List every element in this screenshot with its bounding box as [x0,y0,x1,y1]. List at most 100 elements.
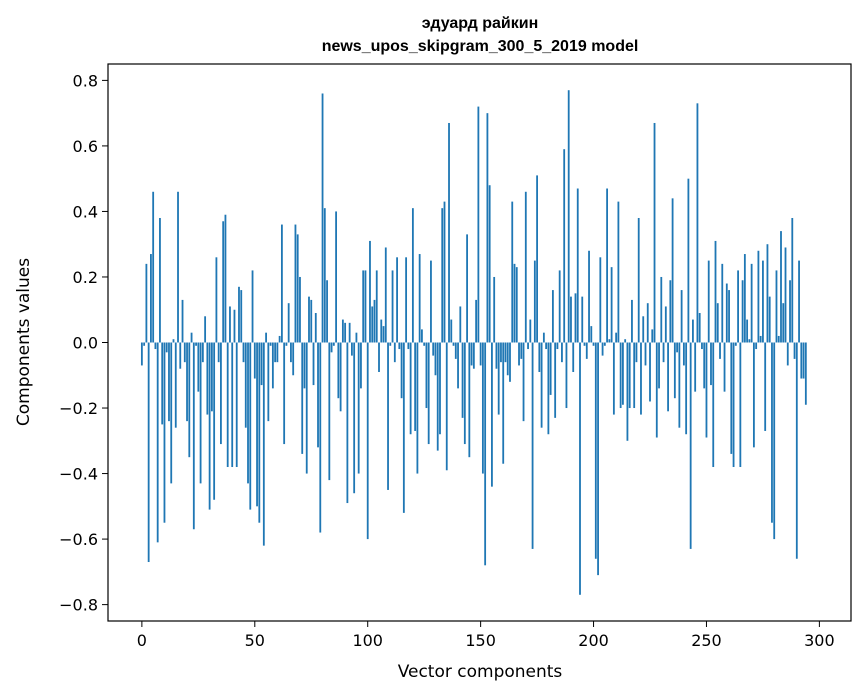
bar [188,342,191,458]
bar [687,178,690,343]
bar [348,322,351,343]
bar [398,342,401,350]
bar [274,342,277,363]
x-tick-label: 150 [465,631,496,650]
bar [775,270,778,343]
bar [579,342,581,595]
bar [463,342,466,445]
bar [305,342,308,474]
bar [346,342,349,504]
bar [800,342,803,379]
bar [601,342,604,356]
bar [802,342,805,379]
bar [470,342,473,366]
bar [161,342,164,425]
bar [443,201,446,343]
bar [411,208,414,343]
bar [696,103,699,343]
bar [556,342,559,350]
bar [594,342,597,559]
bar [430,260,432,343]
bar [247,342,249,484]
bar [335,211,337,343]
bar [416,342,419,474]
bar [626,342,629,441]
x-axis-label: Vector components [398,662,563,682]
bar [662,342,665,363]
bar [287,303,290,343]
bar [472,342,475,369]
bar [522,342,525,422]
bar [484,342,487,566]
bar [599,257,602,343]
bar [445,342,448,471]
bar [592,342,595,346]
bar [265,332,267,343]
bar [186,342,188,422]
bar [768,296,771,343]
bar [759,335,762,343]
bar [755,342,758,350]
bar [511,201,514,343]
bar [479,342,482,366]
bar [574,293,577,343]
x-tick-label: 100 [352,631,383,650]
bar [181,299,184,343]
bar [271,342,274,389]
bar [303,342,306,389]
bar [220,342,222,445]
bar [748,339,751,343]
bar [545,342,548,350]
bar [714,240,717,343]
bar [583,342,586,346]
bar [280,224,283,343]
y-tick-label: −0.8 [59,596,98,615]
y-axis: −0.8 −0.6 −0.4 −0.2 0.0 0.2 0.4 0.6 0.8 [59,71,108,615]
x-tick-label: 250 [691,631,722,650]
bar [610,267,613,343]
bar [450,319,453,343]
bar [667,342,669,412]
x-tick-label: 300 [804,631,835,650]
bar [452,342,455,346]
y-tick-label: 0.0 [73,334,98,353]
bar [536,175,538,343]
bar [710,342,712,386]
bar [145,263,148,343]
x-tick-label: 0 [137,631,147,650]
bar [786,342,789,366]
bar [296,234,299,343]
bar [262,342,265,546]
y-tick-label: −0.6 [59,530,98,549]
bar [597,342,599,576]
bar [655,342,658,438]
bar [364,270,367,343]
bar [233,309,236,343]
bar [292,342,295,376]
chart-title: эдуард райкин [422,15,539,32]
y-tick-label: 0.2 [73,268,98,287]
bar [728,290,730,343]
bar [301,342,304,454]
bar [637,217,640,343]
bar [502,342,505,464]
bar [168,342,170,422]
bar [506,342,509,376]
bar [766,244,769,343]
bar [339,342,342,412]
bar [330,342,333,353]
bar [317,342,319,448]
bar [481,342,484,474]
bar [441,208,444,343]
bar [251,270,254,343]
bar [524,191,527,343]
bar [576,188,579,343]
bar [314,313,317,343]
bar [518,342,520,366]
bar [678,342,681,428]
bar [154,342,157,350]
bar [527,342,529,350]
bar [423,342,426,346]
bar [771,342,773,523]
bar [242,342,245,363]
